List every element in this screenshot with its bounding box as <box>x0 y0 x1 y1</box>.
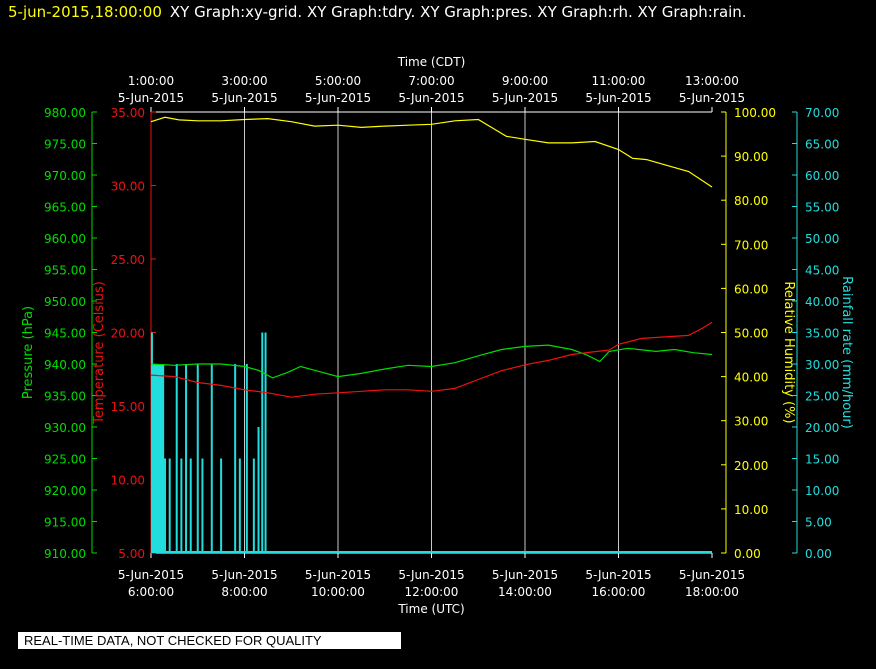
pressure-tick-label: 935.00 <box>44 390 86 404</box>
pressure-tick-label: 960.00 <box>44 232 86 246</box>
temperature-axis-label: Temperature (Celsius) <box>92 281 107 425</box>
pressure-tick-label: 910.00 <box>44 547 86 561</box>
humidity-tick-label: 80.00 <box>734 194 768 208</box>
x-tick-label-bottom-time: 10:00:00 <box>311 585 365 599</box>
pressure-tick-label: 970.00 <box>44 169 86 183</box>
rainfall-tick-label: 60.00 <box>805 169 839 183</box>
x-tick-label-top-time: 13:00:00 <box>685 74 739 88</box>
humidity-tick-label: 0.00 <box>734 547 761 561</box>
quality-warning-banner: REAL-TIME DATA, NOT CHECKED FOR QUALITY <box>18 632 401 649</box>
pressure-tick-label: 955.00 <box>44 264 86 278</box>
x-axis-label-top: Time (CDT) <box>397 55 466 69</box>
humidity-tick-label: 100.00 <box>734 106 776 120</box>
temperature-tick-label: 15.00 <box>111 400 145 414</box>
rainfall-tick-label: 15.00 <box>805 453 839 467</box>
header-datetime: 5-jun-2015,18:00:00 <box>8 3 162 21</box>
header: 5-jun-2015,18:00:00 XY Graph:xy-grid. XY … <box>8 3 747 21</box>
pressure-tick-label: 950.00 <box>44 295 86 309</box>
rainfall-tick-label: 45.00 <box>805 264 839 278</box>
humidity-series-line <box>150 116 713 188</box>
rainfall-tick-label: 5.00 <box>805 516 832 530</box>
pressure-tick-label: 915.00 <box>44 516 86 530</box>
header-graph-titles: XY Graph:xy-grid. XY Graph:tdry. XY Grap… <box>169 3 747 21</box>
pressure-tick-label: 930.00 <box>44 421 86 435</box>
temperature-tick-label: 35.00 <box>111 106 145 120</box>
x-tick-label-bottom-time: 8:00:00 <box>221 585 267 599</box>
x-tick-label-bottom-time: 14:00:00 <box>498 585 552 599</box>
humidity-tick-label: 30.00 <box>734 415 768 429</box>
rainfall-tick-label: 30.00 <box>805 358 839 372</box>
x-tick-label-top-time: 11:00:00 <box>592 74 646 88</box>
rainfall-tick-label: 20.00 <box>805 421 839 435</box>
x-tick-label-top-date: 5-Jun-2015 <box>211 91 277 105</box>
rainfall-tick-label: 0.00 <box>805 547 832 561</box>
x-tick-label-top-time: 7:00:00 <box>408 74 454 88</box>
x-axis-label-bottom: Time (UTC) <box>397 602 464 616</box>
pressure-tick-label: 945.00 <box>44 327 86 341</box>
temperature-tick-label: 10.00 <box>111 474 145 488</box>
rainfall-tick-label: 70.00 <box>805 106 839 120</box>
x-tick-label-bottom-date: 5-Jun-2015 <box>585 568 651 582</box>
humidity-tick-label: 60.00 <box>734 282 768 296</box>
x-tick-label-top-date: 5-Jun-2015 <box>585 91 651 105</box>
x-tick-label-bottom-date: 5-Jun-2015 <box>118 568 184 582</box>
temperature-series-line <box>150 321 713 398</box>
x-tick-label-bottom-date: 5-Jun-2015 <box>492 568 558 582</box>
rainfall-tick-label: 55.00 <box>805 201 839 215</box>
x-tick-label-bottom-time: 12:00:00 <box>405 585 459 599</box>
temperature-tick-label: 25.00 <box>111 253 145 267</box>
humidity-tick-label: 40.00 <box>734 371 768 385</box>
x-tick-label-bottom-time: 16:00:00 <box>592 585 646 599</box>
rainfall-tick-label: 40.00 <box>805 295 839 309</box>
x-tick-label-bottom-date: 5-Jun-2015 <box>211 568 277 582</box>
rainfall-tick-label: 65.00 <box>805 138 839 152</box>
x-tick-label-bottom-time: 18:00:00 <box>685 585 739 599</box>
pressure-axis-label: Pressure (hPa) <box>21 306 36 399</box>
x-tick-label-top-date: 5-Jun-2015 <box>305 91 371 105</box>
x-tick-label-top-time: 3:00:00 <box>221 74 267 88</box>
temperature-tick-label: 20.00 <box>111 327 145 341</box>
x-tick-label-bottom-date: 5-Jun-2015 <box>398 568 464 582</box>
pressure-tick-label: 975.00 <box>44 138 86 152</box>
rainfall-axis-label: Rainfall rate (mm/hour) <box>839 276 854 429</box>
x-tick-label-top-time: 9:00:00 <box>502 74 548 88</box>
rainfall-tick-label: 50.00 <box>805 232 839 246</box>
pressure-tick-label: 940.00 <box>44 358 86 372</box>
humidity-tick-label: 20.00 <box>734 459 768 473</box>
pressure-tick-label: 965.00 <box>44 201 86 215</box>
x-tick-label-top-date: 5-Jun-2015 <box>398 91 464 105</box>
rainfall-tick-label: 25.00 <box>805 390 839 404</box>
x-tick-label-bottom-date: 5-Jun-2015 <box>305 568 371 582</box>
x-tick-label-bottom-time: 6:00:00 <box>128 585 174 599</box>
temperature-tick-label: 5.00 <box>118 547 145 561</box>
humidity-axis-label: Relative Humidity (%) <box>781 281 796 423</box>
temperature-tick-label: 30.00 <box>111 180 145 194</box>
pressure-tick-label: 980.00 <box>44 106 86 120</box>
x-tick-label-bottom-date: 5-Jun-2015 <box>679 568 745 582</box>
humidity-tick-label: 90.00 <box>734 150 768 164</box>
humidity-tick-label: 50.00 <box>734 327 768 341</box>
rainfall-tick-label: 10.00 <box>805 484 839 498</box>
x-tick-label-top-time: 1:00:00 <box>128 74 174 88</box>
rainfall-tick-label: 35.00 <box>805 327 839 341</box>
x-tick-label-top-time: 5:00:00 <box>315 74 361 88</box>
x-tick-label-top-date: 5-Jun-2015 <box>679 91 745 105</box>
x-tick-label-top-date: 5-Jun-2015 <box>118 91 184 105</box>
pressure-tick-label: 920.00 <box>44 484 86 498</box>
humidity-tick-label: 10.00 <box>734 503 768 517</box>
humidity-tick-label: 70.00 <box>734 238 768 252</box>
pressure-tick-label: 925.00 <box>44 453 86 467</box>
pressure-series-line <box>150 344 713 379</box>
x-tick-label-top-date: 5-Jun-2015 <box>492 91 558 105</box>
